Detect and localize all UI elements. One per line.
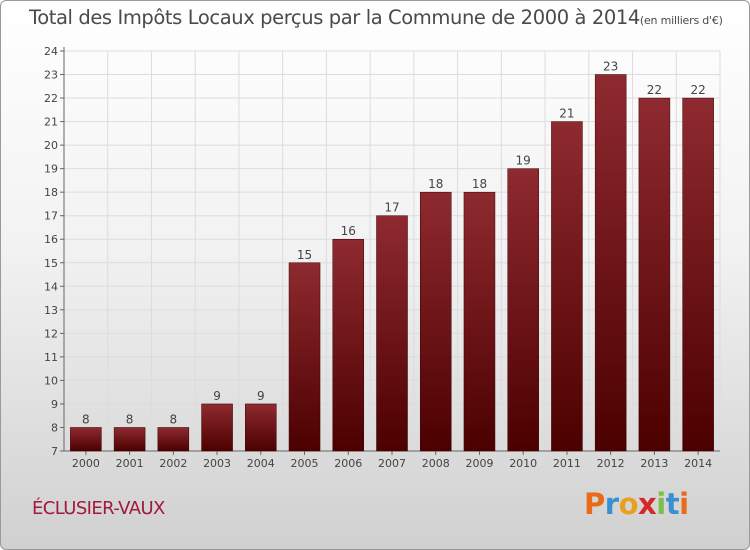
chart-title-unit: (en milliers d'€)	[639, 14, 723, 27]
bar-value-label: 16	[341, 224, 356, 238]
y-tick-label: 20	[44, 139, 58, 152]
x-tick-label: 2012	[597, 457, 625, 470]
y-tick-label: 18	[44, 186, 58, 199]
y-tick-label: 24	[44, 45, 58, 58]
bars	[70, 74, 714, 452]
bar-2000[interactable]	[70, 427, 102, 452]
bar-2012[interactable]	[594, 74, 627, 452]
bar-2011[interactable]	[551, 121, 583, 452]
y-tick-label: 16	[44, 233, 58, 246]
bar-value-label: 18	[428, 177, 443, 191]
y-tick-label: 15	[44, 257, 58, 270]
commune-name: ÉCLUSIER-VAUX	[32, 498, 165, 519]
chart-title: Total des Impôts Locaux perçus par la Co…	[29, 6, 749, 29]
brand-letter: o	[618, 487, 639, 521]
x-tick-label: 2008	[422, 457, 450, 470]
bar-value-label: 18	[472, 177, 487, 191]
brand-letter: r	[604, 487, 619, 521]
brand-letter: i	[679, 487, 689, 521]
chart-title-main: Total des Impôts Locaux perçus par la Co…	[29, 6, 640, 29]
bar-2014[interactable]	[682, 97, 714, 452]
y-tick-label: 17	[44, 210, 58, 223]
bar-value-label: 19	[516, 154, 531, 168]
y-tick-label: 8	[51, 421, 58, 434]
bar-2013[interactable]	[638, 97, 671, 452]
brand-letter: i	[656, 487, 666, 521]
y-tick-label: 19	[44, 163, 58, 176]
y-tick-label: 7	[51, 445, 58, 458]
bar-value-label: 9	[213, 389, 221, 403]
x-tick-label: 2013	[640, 457, 668, 470]
bar-value-label: 8	[82, 412, 90, 426]
bar-value-label: 15	[297, 248, 312, 262]
brand-letter: P	[584, 487, 605, 521]
bar-value-label: 21	[559, 107, 574, 121]
bar-2004[interactable]	[245, 403, 277, 452]
y-tick-label: 21	[44, 116, 58, 129]
x-tick-label: 2000	[72, 457, 100, 470]
y-tick-label: 13	[44, 304, 58, 317]
brand-letter: t	[665, 487, 680, 521]
x-tick-label: 2001	[116, 457, 144, 470]
y-tick-label: 23	[44, 69, 58, 82]
bar-value-label: 23	[603, 60, 618, 74]
x-tick-label: 2004	[247, 457, 275, 470]
x-tick-label: 2010	[509, 457, 537, 470]
x-tick-label: 2007	[378, 457, 406, 470]
x-tick-label: 2011	[553, 457, 581, 470]
bar-value-label: 22	[647, 83, 662, 97]
bar-2003[interactable]	[201, 403, 233, 452]
bar-value-label: 17	[384, 201, 399, 215]
bar-value-label: 8	[170, 412, 178, 426]
bar-2001[interactable]	[113, 427, 146, 452]
y-tick-label: 11	[44, 351, 58, 364]
x-tick-label: 2002	[159, 457, 187, 470]
bar-2006[interactable]	[332, 238, 365, 452]
bar-2002[interactable]	[157, 427, 190, 452]
x-tick-labels: 2000 2001 2002 2003 2004 2005 2006 2007 2008 2009…	[72, 457, 712, 470]
x-tick-label: 2003	[203, 457, 231, 470]
bar-value-label: 8	[126, 412, 134, 426]
y-tick-label: 12	[44, 327, 58, 340]
bar-2007[interactable]	[376, 215, 408, 452]
y-tick-label: 10	[44, 374, 58, 387]
bar-2009[interactable]	[463, 191, 496, 452]
x-tick-label: 2014	[684, 457, 712, 470]
brand-letter: x	[638, 487, 657, 521]
x-tick-label: 2005	[291, 457, 319, 470]
x-tick-label: 2009	[465, 457, 493, 470]
bar-value-labels: 8 8 8 9 9 15 16 17 18 18 19 21 23 22 22	[82, 60, 706, 427]
bar-value-label: 22	[690, 83, 705, 97]
y-tick-label: 14	[44, 280, 58, 293]
bar-2008[interactable]	[419, 191, 452, 452]
x-tick-label: 2006	[334, 457, 362, 470]
y-tick-labels: 7 8 9 10 11 12 13 14 15 16 17 18 19 20 21 22 23 24	[44, 45, 58, 458]
bar-2010[interactable]	[507, 168, 539, 452]
y-tick-label: 22	[44, 92, 58, 105]
bar-value-label: 9	[257, 389, 265, 403]
bar-2005[interactable]	[288, 262, 321, 452]
y-tick-label: 9	[51, 398, 58, 411]
proxiti-logo[interactable]: Proxiti	[584, 487, 689, 521]
